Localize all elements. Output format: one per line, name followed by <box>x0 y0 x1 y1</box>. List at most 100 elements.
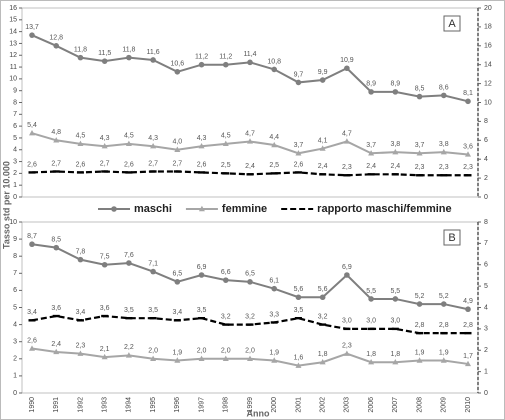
marker <box>271 285 278 292</box>
panel-label-box <box>443 229 461 246</box>
marker <box>295 294 302 301</box>
marker <box>319 173 327 176</box>
y2-tick-label: 4 <box>484 156 488 163</box>
value-label: 5,5 <box>366 288 376 295</box>
legend-marker <box>111 206 117 212</box>
marker <box>198 171 206 174</box>
y2-tick-label: 6 <box>484 262 488 269</box>
value-label: 8,6 <box>439 84 449 91</box>
marker <box>125 140 132 147</box>
y-tick-label: 10 <box>9 219 17 226</box>
marker <box>343 138 350 144</box>
value-label: 10,6 <box>171 61 185 68</box>
marker <box>173 319 181 322</box>
value-label: 11,8 <box>74 46 87 53</box>
marker <box>101 261 108 268</box>
x-tick-label: 1993 <box>102 397 109 413</box>
marker <box>440 331 448 335</box>
value-label: 3,7 <box>415 142 425 149</box>
marker <box>101 353 108 360</box>
marker <box>440 92 447 99</box>
value-label: 11,2 <box>195 54 208 61</box>
marker <box>174 357 181 363</box>
marker <box>343 174 351 177</box>
value-label: 2,8 <box>439 322 449 329</box>
y2-tick-label: 16 <box>484 43 492 50</box>
marker <box>270 321 278 324</box>
value-label: 2,6 <box>76 161 86 168</box>
marker <box>125 171 133 174</box>
y2-tick-label: 18 <box>484 24 492 31</box>
value-label: 6,9 <box>342 264 352 271</box>
y-tick-label: 5 <box>13 135 17 142</box>
marker <box>416 150 423 156</box>
marker <box>270 172 278 175</box>
marker <box>319 323 327 326</box>
panel-label: A <box>448 18 456 30</box>
x-tick-label: 1998 <box>223 397 230 413</box>
marker <box>416 301 423 307</box>
marker <box>222 323 230 326</box>
value-label: 6,5 <box>172 271 182 278</box>
value-label: 3,5 <box>148 307 158 314</box>
marker <box>391 327 399 331</box>
y2-tick-label: 10 <box>484 99 492 106</box>
value-label: 2,3 <box>463 164 473 171</box>
marker <box>149 316 157 320</box>
value-label: 8,7 <box>27 233 37 240</box>
value-label: 2,4 <box>51 341 61 348</box>
marker <box>247 138 253 144</box>
marker <box>77 140 84 147</box>
value-label: 2,7 <box>172 160 182 167</box>
y-tick-label: 7 <box>13 270 17 277</box>
marker <box>53 137 60 143</box>
marker <box>29 345 35 351</box>
marker <box>465 306 471 313</box>
value-label: 2,5 <box>221 162 231 169</box>
marker <box>392 359 399 365</box>
marker <box>53 348 60 355</box>
value-label: 2,5 <box>269 162 279 169</box>
value-label: 2,7 <box>100 160 110 167</box>
value-label: 1,8 <box>366 351 376 358</box>
value-label: 2,4 <box>318 163 328 170</box>
y2-tick-label: 0 <box>484 390 488 397</box>
marker <box>150 143 157 149</box>
value-label: 2,4 <box>390 163 400 170</box>
marker <box>101 58 108 64</box>
marker <box>125 352 132 358</box>
marker <box>198 316 206 320</box>
x-tick-label: 1996 <box>174 397 181 413</box>
value-label: 3,2 <box>221 313 231 320</box>
marker <box>149 170 157 173</box>
marker <box>368 296 374 302</box>
marker <box>416 174 424 177</box>
value-label: 4,9 <box>463 298 473 305</box>
legend-label: femmine <box>222 203 267 215</box>
marker <box>76 171 84 174</box>
value-label: 3,0 <box>366 318 376 325</box>
y2-tick-label: 8 <box>484 219 488 226</box>
value-label: 2,6 <box>27 337 37 344</box>
marker <box>319 145 326 151</box>
marker <box>29 32 35 38</box>
marker <box>392 296 399 302</box>
marker <box>319 77 326 83</box>
value-label: 3,4 <box>27 309 37 316</box>
value-label: 5,5 <box>390 288 400 295</box>
marker <box>367 173 375 176</box>
x-tick-label: 1997 <box>198 397 205 413</box>
marker <box>101 170 109 173</box>
y2-tick-label: 2 <box>484 347 488 354</box>
value-label: 3,2 <box>245 313 255 320</box>
value-label: 6,1 <box>269 278 279 285</box>
marker <box>465 98 471 105</box>
value-label: 3,7 <box>366 142 376 149</box>
y2-tick-label: 0 <box>484 194 488 201</box>
value-label: 4,5 <box>124 133 134 140</box>
value-label: 4,5 <box>221 133 231 140</box>
value-label: 9,9 <box>318 69 328 76</box>
marker <box>101 143 108 149</box>
value-label: 2,8 <box>463 322 473 329</box>
